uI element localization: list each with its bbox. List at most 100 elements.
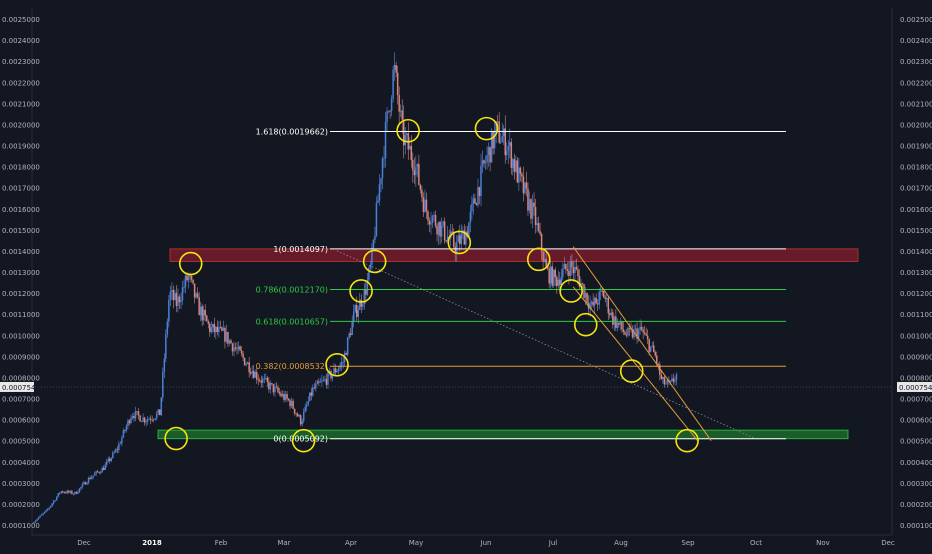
time-tick-label: Oct	[750, 539, 762, 547]
candle-body	[542, 251, 544, 262]
candle-body	[562, 269, 564, 278]
candle-body	[666, 380, 669, 384]
candle-body	[275, 386, 278, 388]
candle-body	[324, 378, 326, 380]
candle-body	[671, 378, 673, 381]
candle-body	[504, 128, 506, 156]
candle-body	[284, 394, 287, 400]
candle-body	[340, 362, 343, 366]
candle-body	[172, 289, 175, 300]
candle-body	[366, 279, 369, 295]
candle-body	[90, 477, 93, 480]
highlight-circle	[573, 312, 598, 337]
price-tick-label-left: 0.0021000	[2, 100, 40, 108]
candle-body	[399, 110, 402, 112]
candle-body	[393, 64, 396, 70]
candle-body	[37, 517, 40, 520]
candle-body	[660, 375, 663, 379]
candle-body	[63, 492, 66, 494]
candle-body	[589, 303, 591, 309]
candle-body	[71, 491, 73, 494]
candle-body	[516, 160, 519, 183]
price-tick-label-left: 0.0004000	[2, 459, 40, 467]
candle-body	[155, 413, 158, 419]
candle-body	[530, 199, 532, 219]
candle-body	[51, 503, 53, 506]
candle-body	[548, 268, 550, 284]
candle-body	[469, 211, 472, 223]
candle-body	[374, 235, 376, 240]
candle-body	[552, 269, 555, 286]
candle-body	[234, 347, 237, 349]
candle-body	[656, 355, 658, 364]
highlight-circle	[675, 428, 699, 453]
candle-body	[299, 415, 302, 425]
candle-body	[190, 275, 193, 280]
candle-body	[560, 277, 563, 286]
candle-body	[437, 221, 440, 235]
candle-body	[371, 247, 373, 265]
candle-body	[584, 292, 587, 298]
candle-body	[280, 393, 282, 397]
candle-body	[260, 380, 263, 383]
candle-body	[75, 491, 78, 494]
candle-body	[396, 72, 399, 96]
candle-body	[472, 198, 475, 204]
candle-body	[186, 275, 188, 281]
candle-body	[355, 304, 358, 317]
candle-body	[549, 266, 552, 284]
candle-body	[615, 316, 617, 328]
candle-body	[154, 418, 156, 420]
price-tick-label-right: 0.0005000	[900, 438, 932, 446]
candle-body	[468, 222, 470, 237]
candle-body	[398, 95, 400, 112]
candle-body	[440, 225, 443, 237]
price-tick-label-left: 0.0001000	[2, 522, 40, 530]
candle-body	[456, 242, 458, 254]
price-tick-label-right: 0.0004000	[900, 459, 932, 467]
candle-body	[480, 165, 482, 196]
candle-body	[442, 221, 444, 226]
candle-body	[609, 313, 611, 316]
candle-body	[427, 211, 429, 221]
candle-body	[652, 345, 655, 353]
candle-body	[368, 267, 370, 280]
candle-body	[659, 364, 661, 376]
candle-body	[607, 297, 610, 314]
candle-body	[375, 202, 378, 236]
candle-body	[313, 387, 316, 389]
candle-body	[104, 464, 106, 470]
candle-body	[409, 145, 411, 150]
candle-body	[425, 199, 428, 212]
candle-body	[646, 335, 649, 340]
candle-body	[246, 362, 249, 365]
time-tick-label: Aug	[614, 539, 628, 547]
price-tick-label-right: 0.0025000	[900, 16, 932, 24]
price-tick-label-left: 0.0017000	[2, 185, 40, 193]
candle-body	[112, 452, 114, 458]
candle-body	[77, 492, 79, 494]
candle-body	[227, 331, 229, 344]
candle-body	[72, 493, 75, 495]
candle-body	[181, 287, 184, 301]
candle-body	[372, 239, 375, 248]
candle-body	[243, 357, 246, 366]
candle-body	[493, 130, 496, 149]
candle-body	[672, 378, 675, 382]
candle-body	[118, 443, 120, 450]
dotted-trend-line	[336, 250, 756, 439]
candle-body	[463, 230, 466, 245]
candle-body	[131, 416, 134, 418]
candle-body	[613, 316, 616, 325]
candle-body	[377, 200, 379, 203]
candle-body	[319, 381, 322, 383]
candle-body	[519, 167, 522, 174]
candle-body	[412, 160, 414, 171]
candle-body	[534, 207, 537, 226]
candle-body	[272, 384, 275, 393]
candle-body	[281, 394, 284, 397]
candle-body	[622, 329, 625, 332]
